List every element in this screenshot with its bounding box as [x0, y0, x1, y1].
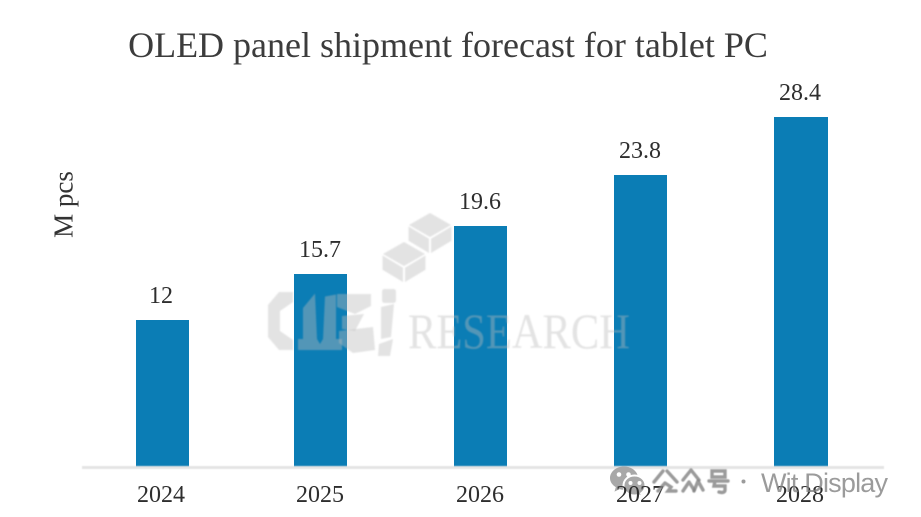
svg-text:Wit Display: Wit Display — [761, 468, 889, 498]
svg-text:RESEARCH: RESEARCH — [408, 305, 630, 360]
